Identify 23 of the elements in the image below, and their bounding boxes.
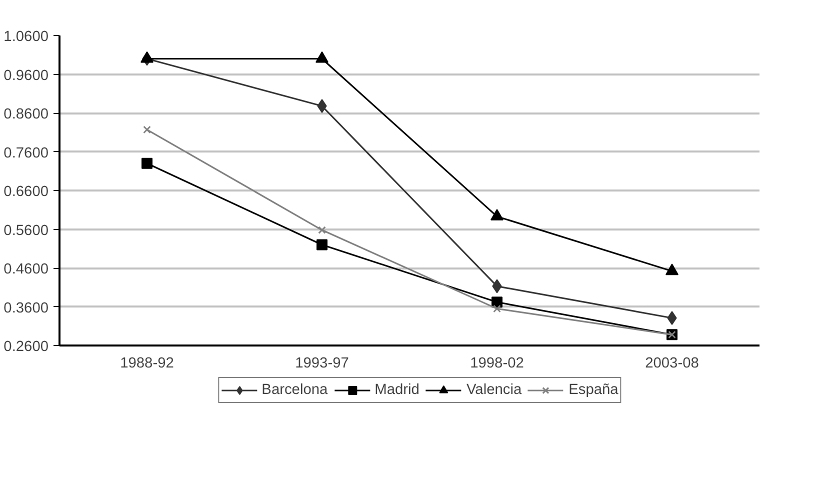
point: [316, 239, 328, 250]
legend-label: España: [568, 382, 618, 398]
point: [143, 126, 151, 134]
y-tick-label: 1.0600: [4, 29, 48, 45]
point: [318, 226, 326, 234]
legend-label: Barcelona: [262, 382, 328, 398]
y-tick-label: 0.8600: [4, 106, 48, 122]
y-tick-label: 0.7600: [4, 145, 48, 162]
legend-label: Valencia: [466, 382, 522, 398]
x-tick-label: 1993-97: [295, 356, 349, 372]
point: [142, 158, 152, 169]
y-tick-label: 0.2600: [4, 339, 48, 355]
x-tick-label: 1988-92: [120, 356, 174, 372]
point: [492, 296, 502, 308]
y-tick-label: 0.3600: [4, 300, 48, 316]
y-tick-label: 0.9600: [4, 68, 48, 84]
y-tick-label: 0.4600: [4, 262, 48, 278]
x-tick-label: 1998-02: [470, 356, 524, 372]
y-tick-label: 0.5600: [4, 222, 48, 239]
point: [493, 304, 501, 313]
y-tick-label: 0.6600: [4, 184, 48, 200]
x-tick-label: 2003-08: [645, 356, 699, 372]
legend-label: Madrid: [374, 382, 420, 398]
